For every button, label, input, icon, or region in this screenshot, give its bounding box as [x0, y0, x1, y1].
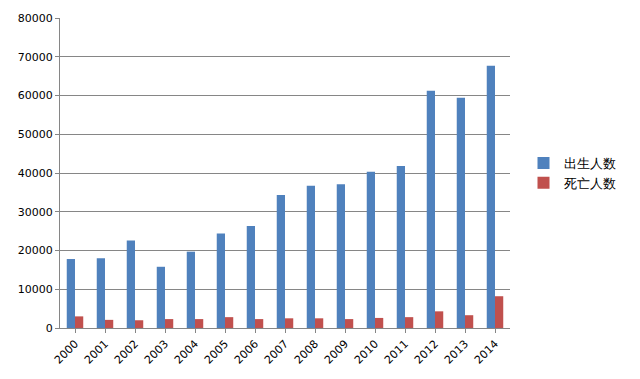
- svg-text:40000: 40000: [18, 167, 53, 180]
- svg-text:2001: 2001: [82, 338, 111, 367]
- svg-text:2004: 2004: [172, 338, 201, 367]
- svg-text:20000: 20000: [18, 244, 53, 257]
- svg-text:2010: 2010: [352, 338, 381, 367]
- svg-text:10000: 10000: [18, 283, 53, 296]
- svg-text:70000: 70000: [18, 51, 53, 64]
- svg-text:2009: 2009: [322, 338, 351, 367]
- svg-text:2013: 2013: [442, 338, 471, 367]
- svg-text:2014: 2014: [472, 338, 501, 367]
- svg-text:60000: 60000: [18, 89, 53, 102]
- svg-text:80000: 80000: [18, 12, 53, 25]
- svg-text:2000: 2000: [52, 338, 81, 367]
- svg-text:2006: 2006: [232, 338, 261, 367]
- svg-text:2012: 2012: [412, 338, 441, 367]
- svg-text:2008: 2008: [292, 338, 321, 367]
- svg-text:0: 0: [46, 322, 53, 335]
- svg-text:30000: 30000: [18, 206, 53, 219]
- svg-text:50000: 50000: [18, 128, 53, 141]
- svg-text:2007: 2007: [262, 338, 291, 367]
- svg-text:2002: 2002: [112, 338, 141, 367]
- svg-text:2005: 2005: [202, 338, 231, 367]
- svg-text:2003: 2003: [142, 338, 171, 367]
- svg-text:出生人数: 出生人数: [564, 156, 616, 171]
- svg-text:死亡人数: 死亡人数: [564, 176, 616, 191]
- svg-text:2011: 2011: [382, 338, 411, 367]
